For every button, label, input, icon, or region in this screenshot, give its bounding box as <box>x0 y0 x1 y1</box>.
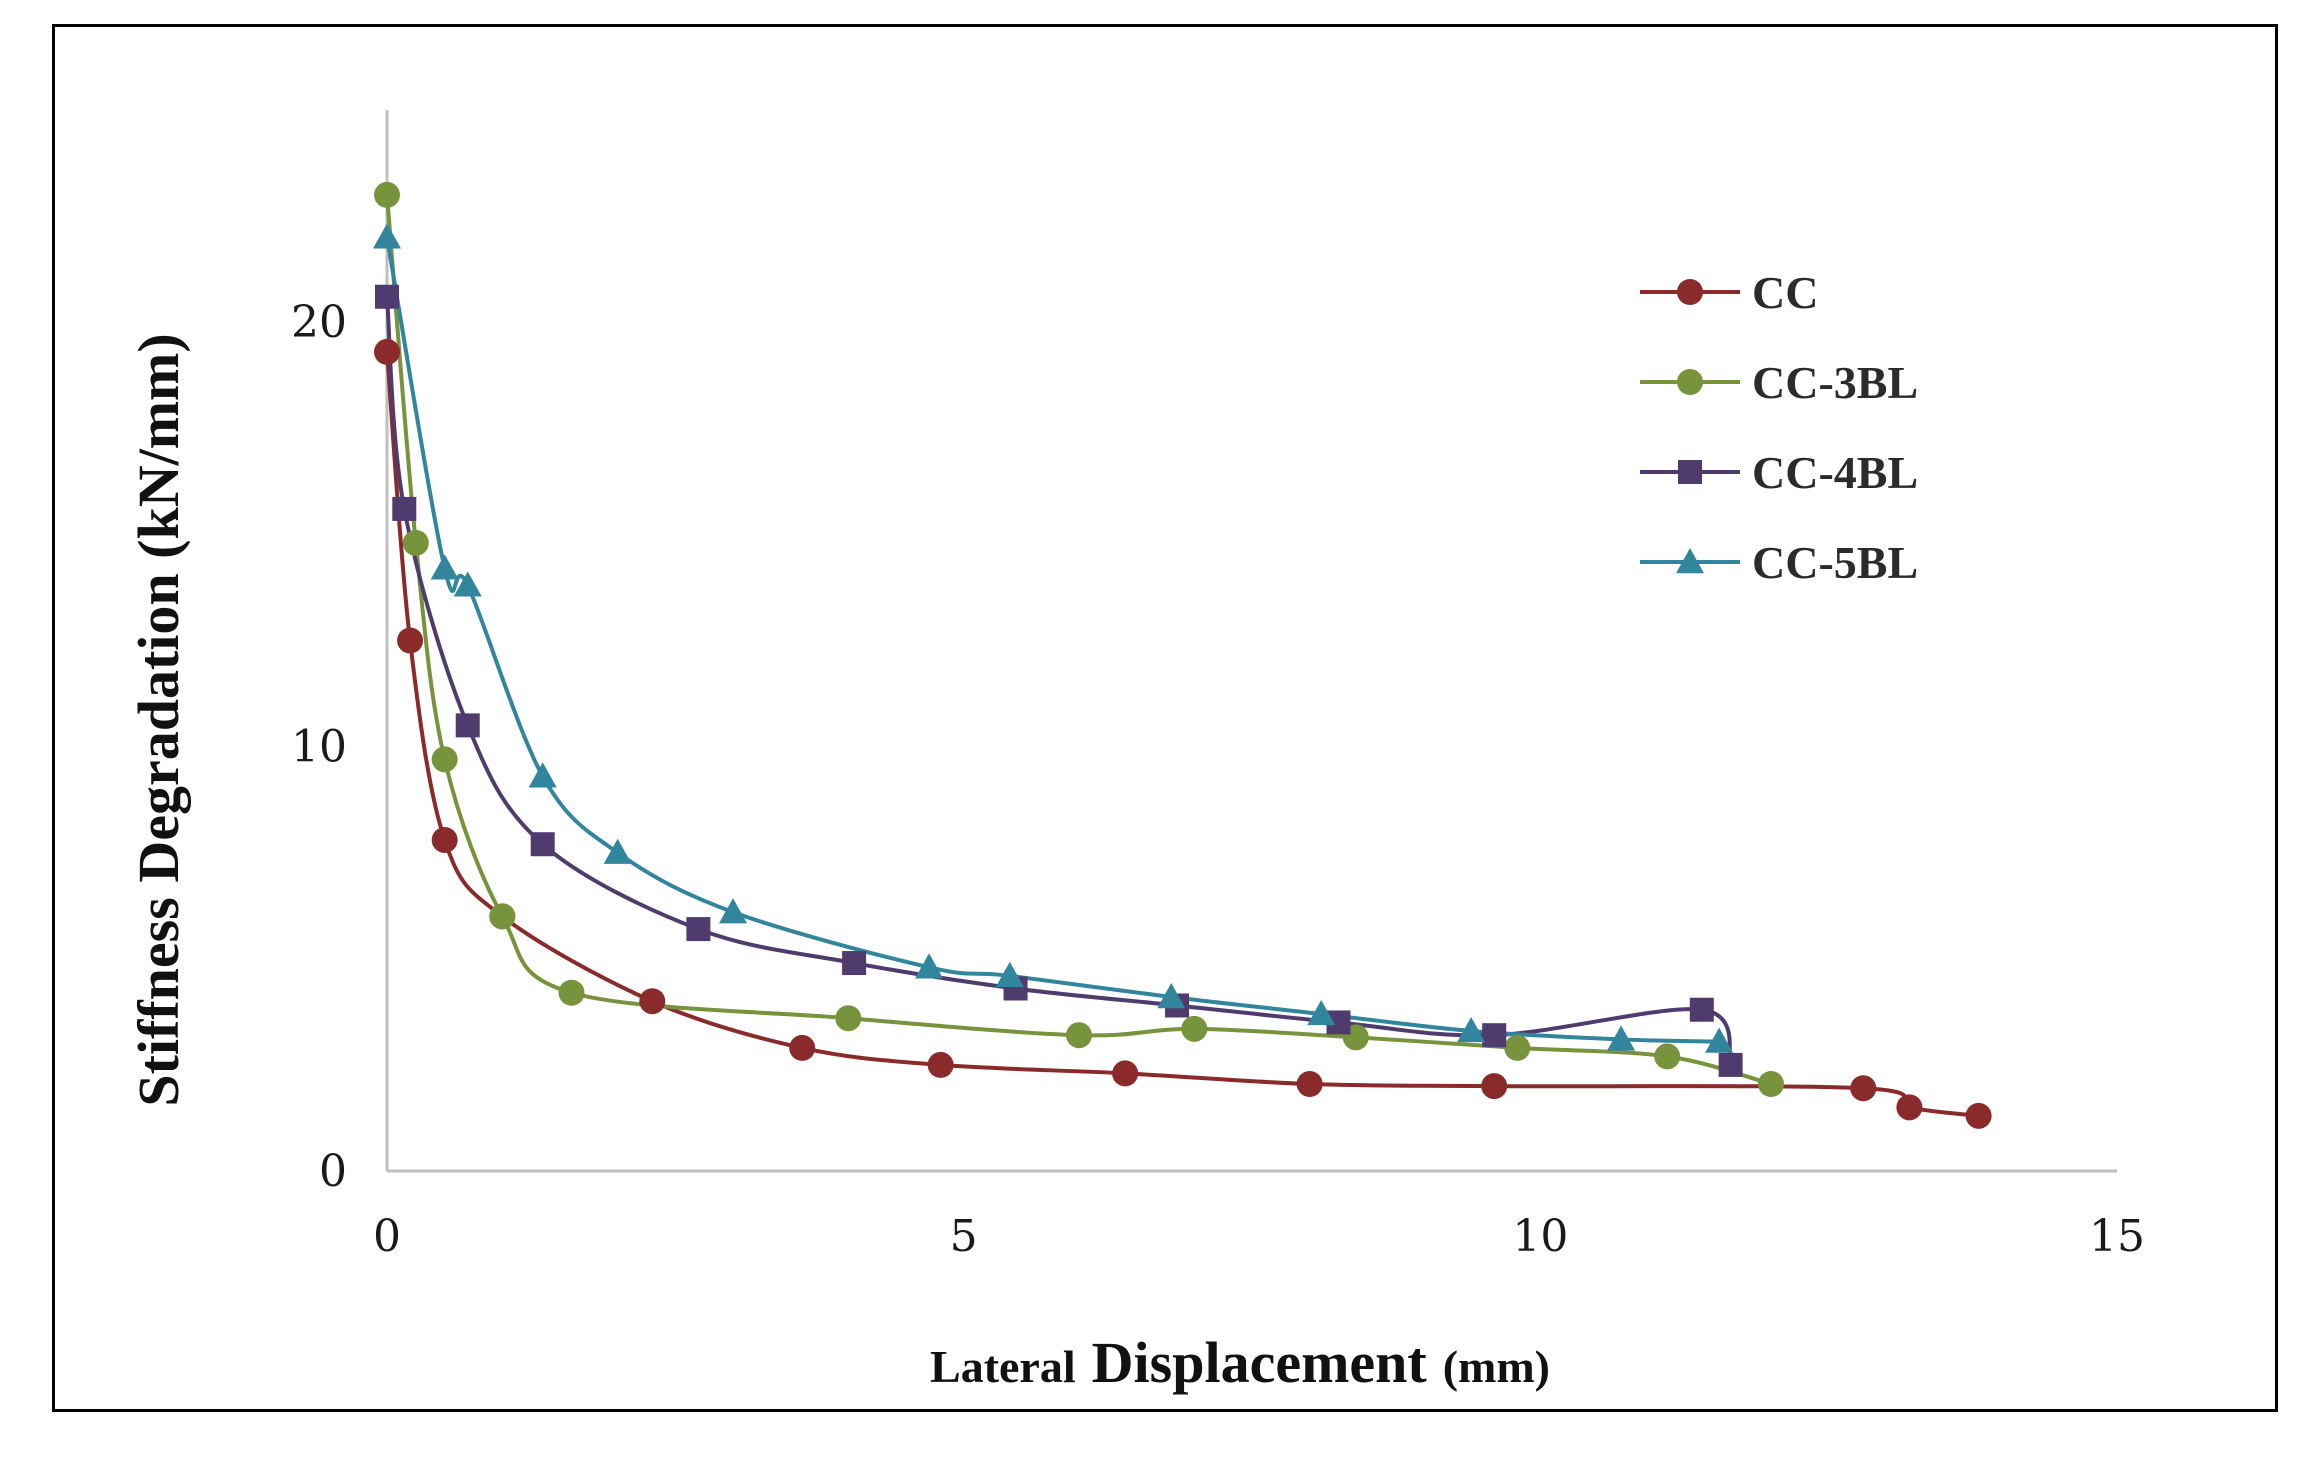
data-point-cc-3bl <box>431 746 458 773</box>
legend-label-cc-5bl: CC-5BL <box>1752 537 1918 588</box>
y-tick-label: 20 <box>291 297 347 348</box>
series-line-cc-4bl <box>385 296 1733 1066</box>
data-point-cc <box>1481 1073 1508 1100</box>
x-axis-title-part: Lateral <box>930 1341 1076 1392</box>
data-point-cc-3bl <box>835 1005 862 1032</box>
data-point-cc-4bl <box>842 951 867 976</box>
data-point-cc-3bl <box>489 903 516 930</box>
data-point-cc-3bl <box>402 529 429 556</box>
data-point-cc <box>397 627 424 654</box>
x-tick-label: 15 <box>2089 1211 2145 1262</box>
data-point-cc-3bl <box>1504 1034 1531 1061</box>
data-point-cc-3bl <box>558 979 585 1006</box>
x-axis-title-part: (mm) <box>1443 1341 1550 1392</box>
x-axis-title-part: Displacement <box>1092 1330 1428 1395</box>
data-point-cc-5bl <box>373 223 401 249</box>
data-point-cc-5bl <box>430 554 459 580</box>
data-point-cc <box>1896 1094 1923 1121</box>
data-point-cc-4bl <box>375 284 399 309</box>
data-point-cc <box>374 338 400 365</box>
x-tick-label: 5 <box>950 1211 978 1262</box>
data-point-cc <box>1112 1060 1139 1087</box>
data-point-cc-5bl <box>1457 1016 1486 1043</box>
data-point-cc-4bl <box>1689 997 1714 1022</box>
axes: 0 5 10 15 0 10 20 <box>291 110 2145 1262</box>
data-point-cc-3bl <box>1758 1070 1784 1097</box>
y-axis-title: Stiffness Degradation (kN/mm) <box>126 333 191 1106</box>
y-tick-label: 10 <box>291 722 347 773</box>
figure-frame <box>52 24 2278 1412</box>
series-line-cc-5bl <box>385 236 1720 1044</box>
series-line-cc-3bl <box>385 194 1772 1086</box>
series-lines <box>385 194 1979 1118</box>
legend-marker-cc <box>1677 279 1703 305</box>
data-point-cc-5bl <box>1705 1027 1734 1053</box>
data-point-cc <box>639 988 666 1015</box>
data-point-cc-4bl <box>1326 1010 1351 1035</box>
data-point-cc-5bl <box>719 898 747 924</box>
data-point-cc-5bl <box>1157 982 1186 1009</box>
legend: CC CC-3BL CC-4BL CC-5BL <box>1640 267 1918 588</box>
legend-marker-cc-3bl <box>1677 369 1703 395</box>
data-point-cc <box>1965 1102 1992 1129</box>
data-point-cc-5bl <box>915 953 944 979</box>
legend-label-cc-4bl: CC-4BL <box>1752 447 1918 498</box>
legend-label-cc: CC <box>1752 267 1818 318</box>
legend-marker-cc-5bl <box>1676 548 1704 574</box>
data-point-cc-5bl <box>995 961 1024 987</box>
data-point-cc <box>927 1051 954 1078</box>
data-point-cc <box>789 1034 816 1061</box>
y-tick-label: 0 <box>319 1146 347 1197</box>
legend-label-cc-3bl: CC-3BL <box>1752 357 1918 408</box>
data-point-cc-4bl <box>1482 1023 1507 1048</box>
data-point-cc-5bl <box>603 838 632 864</box>
data-point-cc-5bl <box>528 762 557 788</box>
data-point-cc <box>1296 1070 1323 1097</box>
x-axis-title: Lateral Displacement (mm) <box>930 1330 1550 1395</box>
data-point-cc-4bl <box>530 832 555 857</box>
data-point-cc-4bl <box>392 496 417 521</box>
data-point-cc-3bl <box>374 181 400 208</box>
data-point-cc-5bl <box>1607 1025 1636 1051</box>
data-point-cc-5bl <box>1307 999 1336 1026</box>
data-point-cc <box>431 826 458 853</box>
data-point-cc-3bl <box>1066 1022 1092 1049</box>
series-markers <box>373 181 1992 1129</box>
x-tick-label: 10 <box>1512 1211 1568 1262</box>
data-point-cc <box>1850 1075 1877 1102</box>
data-point-cc-4bl <box>686 917 711 942</box>
legend-marker-cc-4bl <box>1678 460 1702 484</box>
data-point-cc-4bl <box>455 713 480 738</box>
data-point-cc-5bl <box>453 571 482 597</box>
data-point-cc-4bl <box>1718 1052 1743 1077</box>
x-tick-label: 0 <box>373 1211 401 1262</box>
data-point-cc-3bl <box>1181 1015 1208 1042</box>
data-point-cc-3bl <box>1654 1043 1681 1070</box>
